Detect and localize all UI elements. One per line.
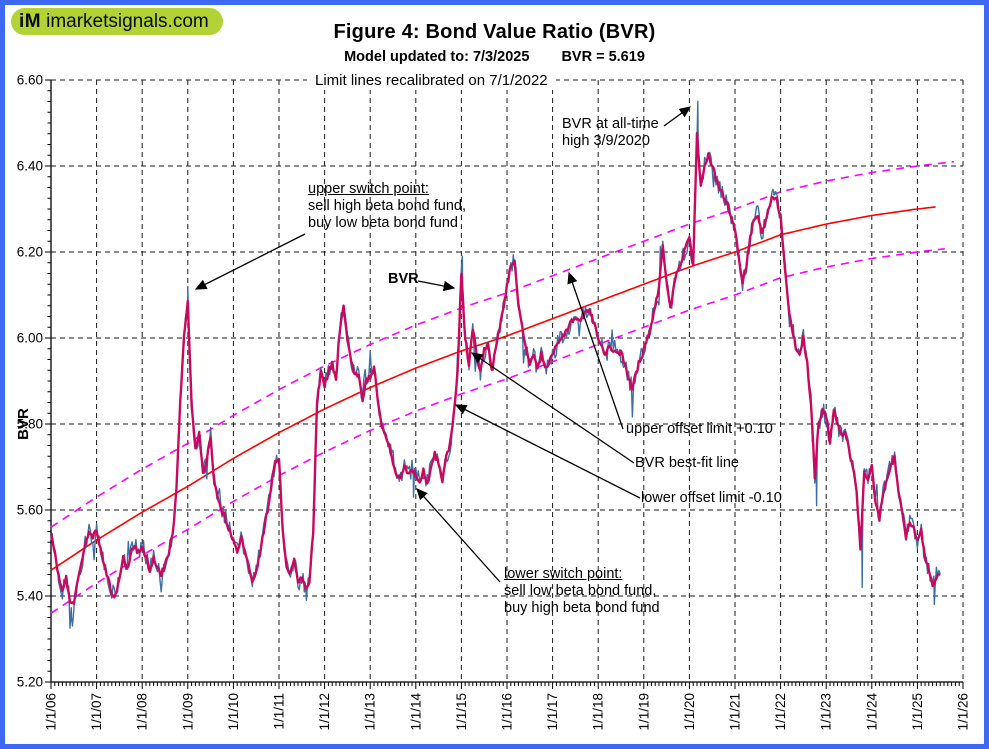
ath-line1: BVR at all-time xyxy=(562,116,659,132)
best-fit-line xyxy=(50,206,936,571)
svg-text:1/1/12: 1/1/12 xyxy=(317,693,332,731)
svg-text:1/1/21: 1/1/21 xyxy=(728,693,743,731)
annotation-lower-offset-limit: lower offset limit -0.10 xyxy=(641,490,782,506)
chart-canvas: 5.20 5.40 5.60 5.80 6.00 6.20 6.40 6.60 1/1/06 1/… xyxy=(15,73,971,731)
svg-text:1/1/17: 1/1/17 xyxy=(545,693,560,731)
limit-and-fit-lines xyxy=(50,160,954,614)
current-bvr-value: BVR = 5.619 xyxy=(561,49,645,65)
chart-subtitle: Model updated to: 7/3/2025 BVR = 5.619 xyxy=(155,49,834,65)
axes-and-ticks: 5.20 5.40 5.60 5.80 6.00 6.20 6.40 6.60 1/1/06 1/… xyxy=(15,73,971,731)
svg-text:1/1/14: 1/1/14 xyxy=(408,693,423,731)
svg-text:1/1/19: 1/1/19 xyxy=(636,693,651,731)
svg-text:1/1/06: 1/1/06 xyxy=(44,693,59,731)
svg-text:1/1/07: 1/1/07 xyxy=(89,693,104,731)
ath-line2: high 3/9/2020 xyxy=(562,133,650,149)
lower-offset-limit-line xyxy=(50,248,945,614)
arrow-all-time-high xyxy=(663,106,692,127)
bvr-series xyxy=(49,100,941,629)
chart-title: Figure 4: Bond Value Ratio (BVR) xyxy=(333,21,656,43)
svg-text:1/1/15: 1/1/15 xyxy=(454,693,469,731)
svg-text:1/1/26: 1/1/26 xyxy=(956,693,971,731)
svg-text:1/1/08: 1/1/08 xyxy=(135,693,150,731)
bvr-smoothed-line xyxy=(49,131,941,606)
model-updated-text: Model updated to: 7/3/2025 xyxy=(344,49,530,65)
annotation-arrows xyxy=(194,106,692,583)
lower-switch-line2: sell low beta bond fund, xyxy=(504,583,657,599)
svg-text:1/1/25: 1/1/25 xyxy=(910,693,925,731)
svg-text:1/1/11: 1/1/11 xyxy=(272,693,287,730)
svg-text:6.00: 6.00 xyxy=(17,331,43,346)
arrow-upper-offset xyxy=(567,271,624,430)
arrow-best-fit xyxy=(470,352,635,464)
arrow-lower-offset xyxy=(454,404,641,499)
svg-text:6.40: 6.40 xyxy=(17,159,43,174)
upper-offset-limit-line xyxy=(50,160,954,528)
recalibration-note: Limit lines recalibrated on 7/1/2022 xyxy=(307,71,556,90)
svg-text:5.20: 5.20 xyxy=(17,675,43,690)
logo-mark: iM xyxy=(19,11,42,32)
svg-text:1/1/20: 1/1/20 xyxy=(682,693,697,731)
arrow-bvr-label xyxy=(417,280,456,292)
svg-text:1/1/23: 1/1/23 xyxy=(819,693,834,731)
imarketsignals-logo[interactable]: iM imarketsignals.com xyxy=(11,8,223,35)
logo-site-text: imarketsignals.com xyxy=(46,11,209,32)
annotation-upper-offset-limit: upper offset limit +0.10 xyxy=(626,421,773,437)
svg-text:1/1/24: 1/1/24 xyxy=(864,693,879,731)
svg-text:1/1/16: 1/1/16 xyxy=(500,693,515,731)
lower-switch-title: lower switch point: xyxy=(504,566,623,582)
svg-text:6.20: 6.20 xyxy=(17,245,43,260)
svg-text:5.60: 5.60 xyxy=(17,503,43,518)
svg-text:5.40: 5.40 xyxy=(17,589,43,604)
annotation-upper-switch-point: upper switch point: sell high beta bond … xyxy=(308,181,466,232)
svg-text:6.60: 6.60 xyxy=(17,73,43,88)
svg-text:BVR: BVR xyxy=(15,408,32,440)
annotation-lower-switch-point: lower switch point: sell low beta bond f… xyxy=(504,566,660,617)
annotation-all-time-high: BVR at all-time high 3/9/2020 xyxy=(562,116,659,150)
upper-switch-title: upper switch point: xyxy=(308,181,429,197)
upper-switch-line2: sell high beta bond fund, xyxy=(308,198,467,214)
arrow-upper-switch xyxy=(194,233,306,290)
gridlines xyxy=(51,79,964,682)
annotation-bvr-label: BVR xyxy=(388,271,419,287)
upper-switch-line3: buy low beta bond fund xyxy=(308,215,458,231)
svg-text:1/1/10: 1/1/10 xyxy=(226,693,241,731)
svg-text:1/1/13: 1/1/13 xyxy=(363,693,378,731)
annotation-best-fit-line: BVR best-fit line xyxy=(635,455,739,471)
svg-text:1/1/22: 1/1/22 xyxy=(773,693,788,731)
lower-switch-line3: buy high beta bond fund xyxy=(504,600,660,616)
svg-text:5.80: 5.80 xyxy=(17,417,43,432)
svg-text:1/1/09: 1/1/09 xyxy=(180,693,195,731)
arrow-lower-switch xyxy=(416,488,501,583)
svg-text:1/1/18: 1/1/18 xyxy=(591,693,606,731)
